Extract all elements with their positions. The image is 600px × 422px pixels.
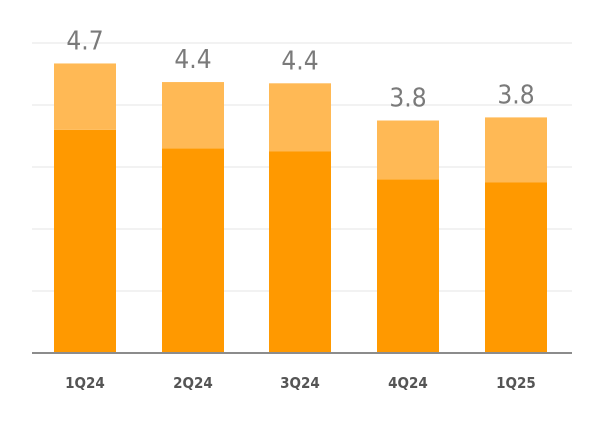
- bar-segment-bottom: [162, 148, 224, 353]
- data-label: 3.8: [389, 84, 426, 114]
- data-label: 4.4: [281, 46, 318, 76]
- x-tick-label: 2Q24: [173, 374, 213, 392]
- data-label: 4.7: [66, 26, 103, 56]
- x-tick-labels: 1Q24 2Q24 3Q24 4Q24 1Q25: [65, 374, 536, 392]
- bar-segment-bottom: [269, 151, 331, 353]
- bar-segment-top: [162, 82, 224, 149]
- bar-segment-bottom: [377, 179, 439, 353]
- total-labels: 4.7 4.4 4.4 3.8 3.8: [66, 26, 534, 113]
- x-tick-label: 4Q24: [388, 374, 428, 392]
- data-label: 4.4: [174, 45, 211, 75]
- bar-segment-top: [485, 117, 547, 183]
- bar-segment-top: [269, 83, 331, 152]
- bar-segment-bottom: [54, 129, 116, 353]
- data-label: 3.8: [497, 80, 534, 110]
- x-tick-label: 1Q25: [496, 374, 536, 392]
- bar-segment-bottom: [485, 182, 547, 353]
- bars: [54, 63, 547, 353]
- bar-segment-top: [377, 120, 439, 180]
- bar-segment-top: [54, 63, 116, 130]
- x-tick-label: 1Q24: [65, 374, 105, 392]
- x-tick-label: 3Q24: [280, 374, 320, 392]
